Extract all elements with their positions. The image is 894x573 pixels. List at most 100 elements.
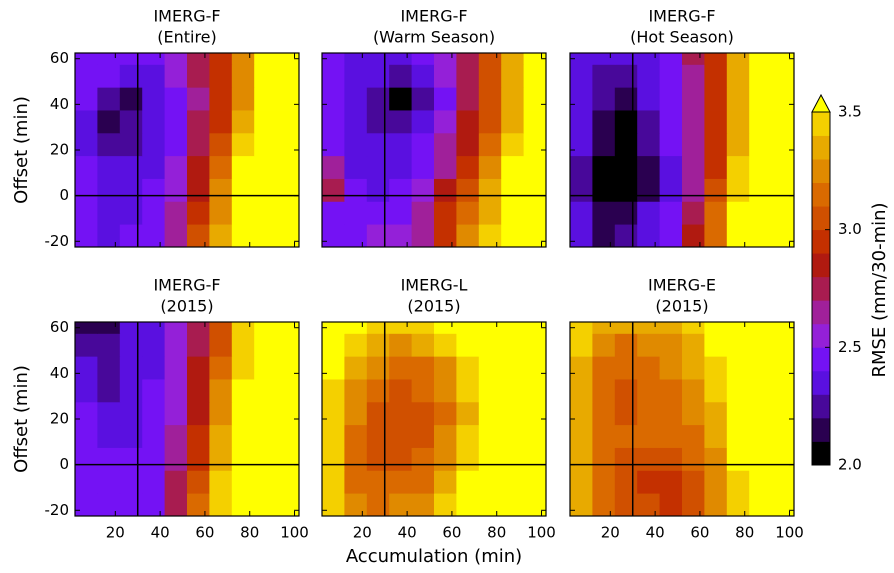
heat-cell [523, 379, 547, 403]
heat-cell [366, 424, 390, 448]
heat-cell [119, 110, 143, 134]
heat-cell [570, 132, 593, 157]
heat-cell [434, 201, 457, 225]
heat-cell [614, 401, 638, 426]
heat-cell [749, 132, 772, 157]
heat-cell [771, 155, 795, 179]
heat-cell [659, 132, 683, 157]
heat-cell [771, 356, 795, 380]
heat-cell [570, 447, 593, 471]
heat-cell [478, 87, 502, 111]
heat-cell [231, 493, 255, 517]
heat-cell [276, 53, 300, 65]
heat-cell [231, 224, 255, 248]
heat-cell [637, 53, 660, 65]
heat-cell [142, 110, 165, 134]
heat-cell [682, 322, 705, 334]
heat-cell [366, 53, 390, 65]
heat-cell [142, 224, 165, 248]
heat-cell [322, 447, 345, 471]
heat-cell [389, 333, 412, 357]
heat-cell [142, 155, 165, 179]
heat-cell [366, 322, 390, 334]
heat-cell [637, 333, 660, 357]
heat-cell [592, 201, 616, 225]
heat-cell [254, 53, 277, 65]
heat-cell [97, 379, 121, 403]
heat-cell [142, 64, 165, 88]
heat-cell [570, 333, 593, 357]
heat-cell [322, 201, 345, 225]
colorbar-tick-label: 2.0 [838, 456, 862, 474]
heat-cell [119, 470, 143, 494]
heat-cell [523, 155, 547, 179]
heat-cell [726, 110, 750, 134]
heat-cell [366, 132, 390, 157]
heat-cell [322, 53, 345, 65]
heat-cell [771, 224, 795, 248]
heat-cell [411, 87, 435, 111]
heat-cell [523, 333, 547, 357]
heat-cell [209, 155, 233, 179]
heat-cell [570, 178, 593, 202]
heat-cell [592, 155, 616, 179]
heat-cell [501, 87, 524, 111]
heat-cell [231, 87, 255, 111]
colorbar-label: RMSE (mm/30-min) [869, 202, 890, 377]
chart-title: IMERG-L [401, 276, 468, 295]
heat-cell [637, 493, 660, 517]
heat-cell [344, 64, 368, 88]
heat-cell [276, 87, 300, 111]
heat-cell [119, 53, 143, 65]
y-tick-label: 20 [50, 410, 69, 428]
heat-cell [209, 333, 233, 357]
heat-cell [478, 201, 502, 225]
heat-cell [570, 322, 593, 334]
heat-cell [209, 224, 233, 248]
heat-cell [614, 64, 638, 88]
heat-cell [659, 379, 683, 403]
heat-cell [614, 87, 638, 111]
heat-cell [637, 379, 660, 403]
heat-cell [523, 201, 547, 225]
heat-cell [97, 493, 121, 517]
heat-cell [456, 333, 480, 357]
heat-cell [231, 178, 255, 202]
heat-cell [97, 53, 121, 65]
heat-cell [501, 401, 524, 426]
heat-cell [434, 178, 457, 202]
y-axis-label: Offset (min) [11, 96, 32, 204]
heat-cell [119, 333, 143, 357]
heat-cell [411, 401, 435, 426]
heat-cell [523, 87, 547, 111]
heat-cell [570, 201, 593, 225]
heat-cell [501, 132, 524, 157]
heat-cell [187, 53, 210, 65]
heat-cell [726, 201, 750, 225]
chart-subtitle: (2015) [407, 297, 460, 316]
heat-cell [592, 424, 616, 448]
heat-cell [254, 87, 277, 111]
heat-cell [389, 401, 412, 426]
heat-cell [231, 110, 255, 134]
heat-cell [501, 53, 524, 65]
heat-cell [366, 178, 390, 202]
heat-cell [366, 379, 390, 403]
heat-cell [434, 401, 457, 426]
heat-cell [749, 178, 772, 202]
colorbar-band [812, 276, 830, 301]
heat-cell [749, 447, 772, 471]
heat-cell [523, 401, 547, 426]
heat-cell [142, 132, 165, 157]
heat-cell [614, 333, 638, 357]
heat-cell [501, 155, 524, 179]
heat-cell [276, 379, 300, 403]
heat-cell [276, 356, 300, 380]
heat-cell [389, 470, 412, 494]
x-tick-label: 80 [487, 524, 506, 542]
heat-cell [142, 470, 165, 494]
heat-cell [187, 333, 210, 357]
heat-cell [456, 447, 480, 471]
heat-cell [411, 424, 435, 448]
heat-cell [570, 53, 593, 65]
